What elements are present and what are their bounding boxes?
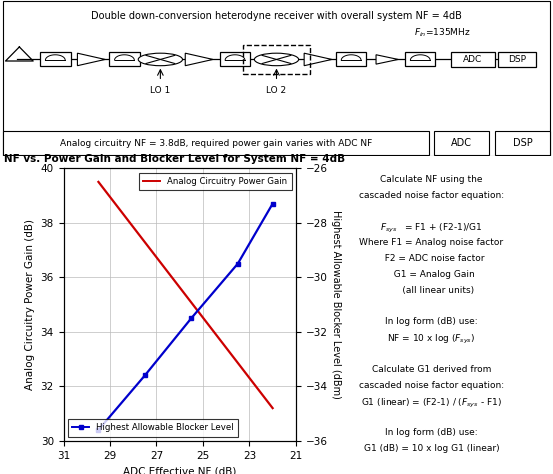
- Bar: [498, 52, 536, 67]
- Text: Calculate G1 derived from: Calculate G1 derived from: [372, 365, 491, 374]
- Bar: [405, 53, 436, 66]
- Bar: [220, 53, 250, 66]
- Text: G1 (linear) = (F2-1) / ($F_{sys}$ - F1): G1 (linear) = (F2-1) / ($F_{sys}$ - F1): [361, 396, 502, 410]
- Bar: [109, 53, 139, 66]
- Text: (all linear units): (all linear units): [388, 286, 474, 295]
- Text: F2 = ADC noise factor: F2 = ADC noise factor: [379, 254, 484, 263]
- Text: Analog circuitry NF = 3.8dB, required power gain varies with ADC NF: Analog circuitry NF = 3.8dB, required po…: [60, 138, 372, 147]
- Text: cascaded noise factor equation:: cascaded noise factor equation:: [359, 381, 504, 390]
- Bar: [434, 131, 489, 155]
- Text: $\mathit{F}_{in}$=135MHz: $\mathit{F}_{in}$=135MHz: [414, 27, 471, 39]
- Circle shape: [138, 53, 182, 66]
- Text: cascaded noise factor equation:: cascaded noise factor equation:: [359, 191, 504, 200]
- Text: In log form (dB) use:: In log form (dB) use:: [385, 317, 478, 326]
- Text: NF = 10 x log ($F_{sys}$): NF = 10 x log ($F_{sys}$): [387, 333, 476, 346]
- Text: Where F1 = Analog noise factor: Where F1 = Analog noise factor: [359, 238, 503, 247]
- Text: In log form (dB) use:: In log form (dB) use:: [385, 428, 478, 437]
- Text: ADC NF vs. Power Gain and Blocker Level for System NF = 4dB: ADC NF vs. Power Gain and Blocker Level …: [0, 154, 345, 164]
- Text: LO 2: LO 2: [267, 86, 286, 95]
- Y-axis label: Highest Allowable Blocker Level (dBm): Highest Allowable Blocker Level (dBm): [331, 210, 341, 399]
- Y-axis label: Analog Circuitry Power Gain (dB): Analog Circuitry Power Gain (dB): [25, 219, 35, 390]
- Polygon shape: [185, 53, 213, 66]
- Text: G1 = Analog Gain: G1 = Analog Gain: [388, 270, 474, 279]
- Text: Calculate NF using the: Calculate NF using the: [380, 175, 483, 184]
- Circle shape: [254, 53, 299, 66]
- X-axis label: ADC Effective NF (dB): ADC Effective NF (dB): [123, 466, 237, 474]
- Text: DSP: DSP: [513, 138, 533, 148]
- Polygon shape: [77, 53, 105, 66]
- Text: LO 1: LO 1: [150, 86, 170, 95]
- Bar: [451, 52, 495, 67]
- Polygon shape: [376, 55, 398, 64]
- Bar: [495, 131, 550, 155]
- Bar: [243, 46, 310, 73]
- Bar: [336, 53, 366, 66]
- Legend: Highest Allowable Blocker Level: Highest Allowable Blocker Level: [68, 419, 238, 437]
- Bar: [3, 131, 429, 155]
- Polygon shape: [304, 53, 332, 66]
- Text: $F_{sys}$   = F1 + (F2-1)/G1: $F_{sys}$ = F1 + (F2-1)/G1: [380, 222, 483, 236]
- Text: ADC: ADC: [451, 138, 472, 148]
- Text: Double down-conversion heterodyne receiver with overall system NF = 4dB: Double down-conversion heterodyne receiv…: [91, 11, 462, 21]
- Text: ADC: ADC: [463, 55, 482, 64]
- Text: DSP: DSP: [508, 55, 526, 64]
- Text: G1 (dB) = 10 x log G1 (linear): G1 (dB) = 10 x log G1 (linear): [363, 444, 499, 453]
- Bar: [40, 53, 71, 66]
